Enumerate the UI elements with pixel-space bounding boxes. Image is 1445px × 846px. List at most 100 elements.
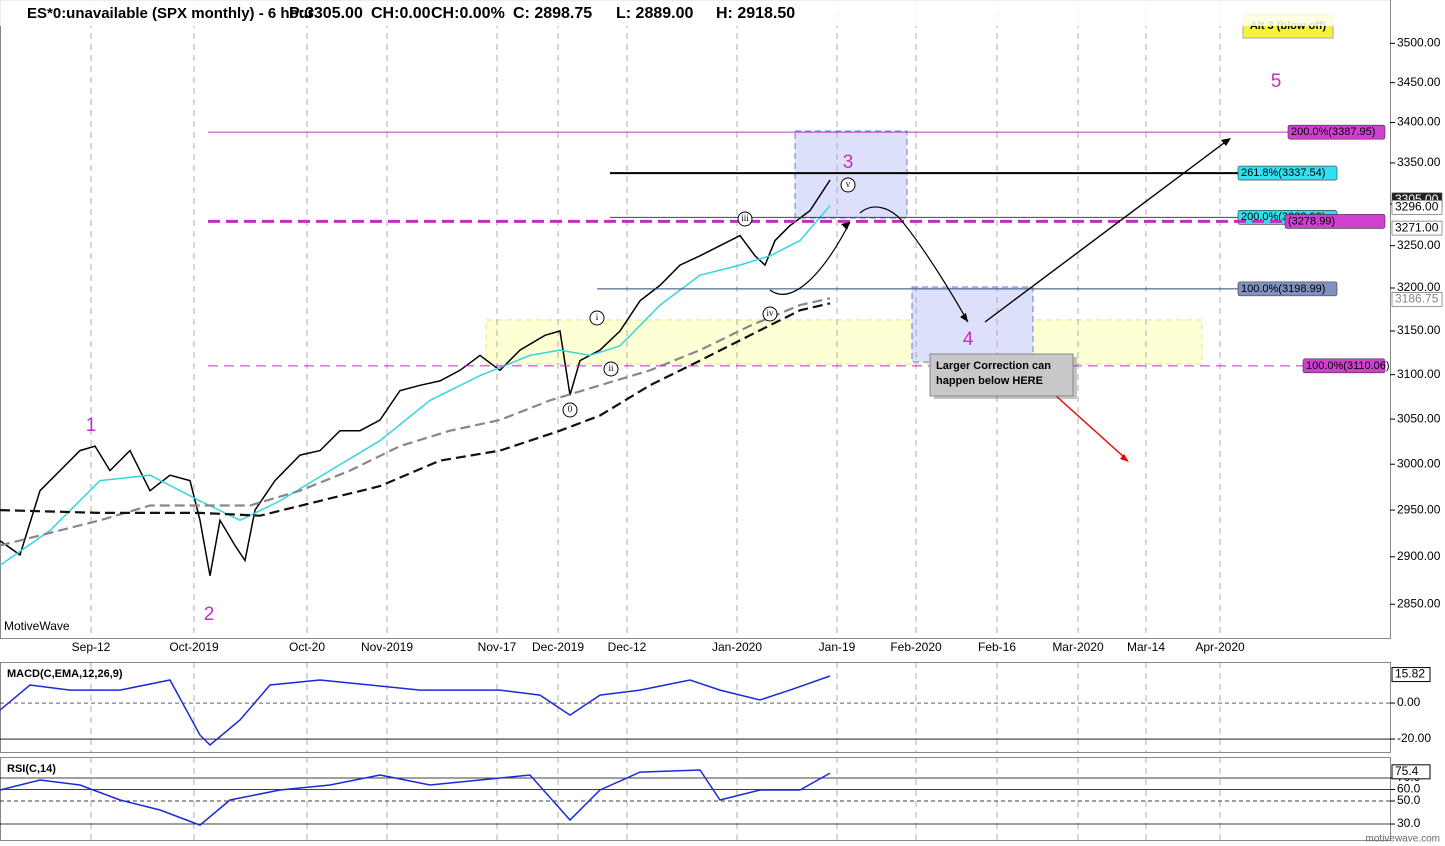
red-arrow — [1054, 394, 1126, 459]
quote: H: 2918.50 — [716, 5, 795, 22]
series-line — [0, 675, 831, 747]
wave-label: 1 — [86, 415, 97, 436]
target-box — [794, 130, 908, 219]
circle — [762, 306, 778, 322]
x-tick-label: Nov-17 — [478, 640, 517, 654]
arrow-head — [1120, 454, 1129, 462]
quote: P:3305.00 — [289, 5, 363, 22]
level-tag — [1237, 165, 1338, 181]
y-tick-label: -20.00 — [1397, 731, 1431, 745]
wave-label: 3 — [843, 152, 854, 173]
wave-label: 2 — [204, 604, 215, 625]
y-tick-label: 2850.00 — [1397, 596, 1441, 610]
y-tick-label: 3000.00 — [1397, 456, 1441, 470]
axis-bg — [1391, 0, 1445, 639]
x-tick-label: Feb-2020 — [890, 640, 942, 654]
header-bg — [0, 0, 1390, 26]
last-value-tag — [1391, 764, 1431, 780]
x-tick-label: Nov-2019 — [361, 640, 413, 654]
last-value-label: 75.4 — [1395, 764, 1419, 778]
series-line — [0, 205, 831, 566]
price-tag-label: 3296.00 — [1395, 199, 1439, 213]
arrow-head — [960, 313, 968, 322]
panel-title: MACD(C,EMA,12,26,9) — [7, 668, 123, 680]
last-value-tag — [1391, 667, 1431, 683]
y-tick-label: 3200.00 — [1397, 280, 1441, 294]
y-tick-label: 3250.00 — [1397, 238, 1441, 252]
quote: L: 2889.00 — [616, 5, 693, 22]
y-tick-label: 2950.00 — [1397, 502, 1441, 516]
arrow-head — [1221, 138, 1231, 146]
symbol: ES*0:unavailable (SPX monthly) - 6 hour — [27, 5, 314, 22]
x-tick-label: Apr-2020 — [1195, 640, 1245, 654]
series-line — [0, 179, 831, 576]
y-tick-label: 3100.00 — [1397, 367, 1441, 381]
series-line — [0, 297, 831, 547]
circle — [562, 402, 578, 418]
note: Larger Correction can — [936, 360, 1051, 372]
level-tag — [1302, 358, 1386, 374]
x-tick-label: Mar-2020 — [1052, 640, 1104, 654]
quote: CH:0.00% — [431, 5, 505, 22]
circle — [737, 211, 753, 227]
target-box — [911, 286, 1034, 363]
y-tick-label: 0.00 — [1397, 695, 1421, 709]
y-tick-label: 3350.00 — [1397, 155, 1441, 169]
quote: C: 2898.75 — [513, 5, 592, 22]
price-tag — [1391, 220, 1443, 236]
series-line — [0, 769, 831, 826]
watermark: MotiveWave — [4, 619, 70, 633]
site: motivewave.com — [1366, 834, 1440, 845]
level-label: (3278.99) — [1288, 215, 1335, 227]
x-tick-label: Feb-16 — [978, 640, 1016, 654]
x-tick-label: Sep-12 — [72, 640, 111, 654]
subwave-label: 0 — [568, 404, 573, 414]
quote: CH:0.00 — [371, 5, 431, 22]
support-zone — [485, 319, 1203, 365]
level-label: 100.0%(3198.99) — [1241, 283, 1325, 295]
x-tick-label: Jan-19 — [819, 640, 856, 654]
price-tag-label: 3186.75 — [1395, 292, 1439, 306]
panel-frame — [0, 662, 1391, 753]
x-tick-label: Dec-2019 — [532, 640, 584, 654]
circle — [589, 310, 605, 326]
x-tick-label: Oct-2019 — [169, 640, 219, 654]
y-tick-label: 2900.00 — [1397, 549, 1441, 563]
y-tick-label: 3050.00 — [1397, 411, 1441, 425]
y-tick-label: 3150.00 — [1397, 323, 1441, 337]
price-tag-label: 3271.00 — [1395, 220, 1439, 234]
path-arrow — [984, 139, 1229, 323]
x-tick-label: Oct-20 — [289, 640, 325, 654]
zones — [485, 130, 1203, 365]
panel-frame — [0, 757, 1391, 841]
subwave-label: ii — [608, 363, 614, 373]
wave-label: 4 — [963, 329, 974, 350]
note: happen below HERE — [936, 375, 1043, 387]
circle — [603, 361, 619, 377]
x-tick-label: Mar-14 — [1127, 640, 1165, 654]
y-tick-label: 60.0 — [1397, 782, 1421, 796]
arrow-head — [841, 222, 850, 230]
subwave-label: i — [596, 312, 599, 322]
price-tag — [1391, 200, 1443, 215]
panel-title: RSI(C,14) — [7, 763, 56, 775]
level-tag — [1237, 281, 1338, 297]
level-tag — [1284, 214, 1386, 229]
y-tick-label: 30.0 — [1397, 816, 1421, 830]
circle — [840, 177, 856, 193]
series-line — [0, 302, 831, 517]
path-arrow — [769, 221, 851, 295]
level-label: 261.8%(3337.54) — [1241, 167, 1325, 179]
subwave-label: iv — [766, 308, 774, 318]
circled-labels — [562, 177, 856, 418]
subwave-label: iii — [741, 213, 749, 223]
last-value-label: 15.82 — [1395, 667, 1425, 681]
y-tick-label: 50.0 — [1397, 793, 1421, 807]
path-arrow — [859, 206, 969, 323]
level-label: 100.0%(3110.06) — [1306, 360, 1390, 372]
price-tag — [1391, 292, 1443, 307]
